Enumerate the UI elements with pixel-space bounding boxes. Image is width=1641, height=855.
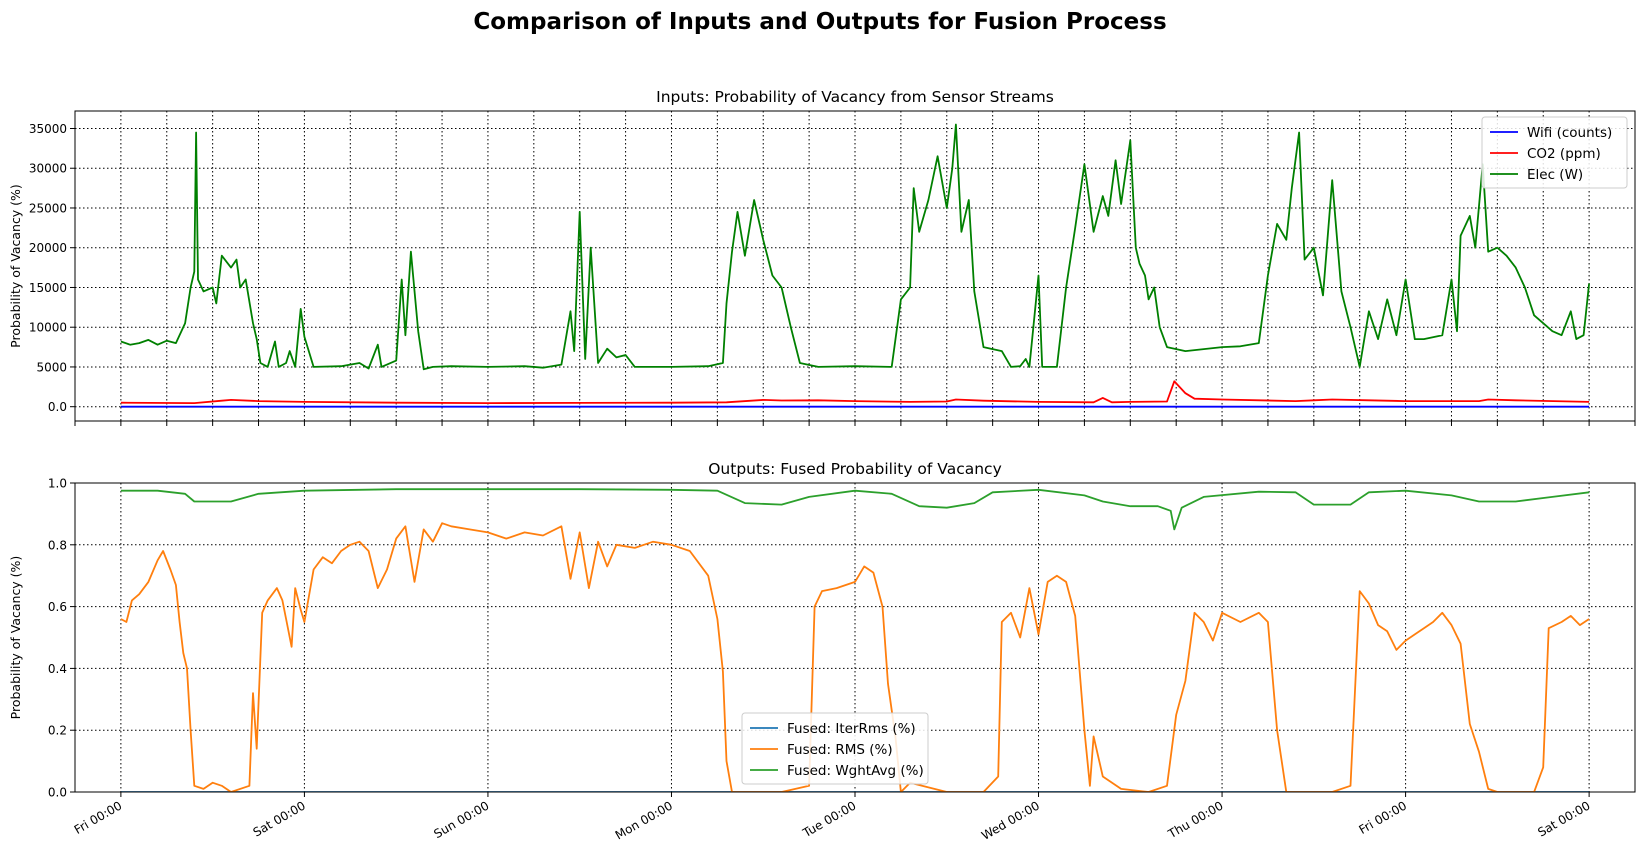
inputs-chart: Inputs: Probability of Vacancy from Sens… <box>8 88 1636 426</box>
y-axis-label: Probability of Vacancy (%) <box>8 556 23 720</box>
legend-label: Fused: WghtAvg (%) <box>787 763 924 779</box>
legend-label: Elec (W) <box>1527 167 1583 183</box>
y-tick-label: 15000 <box>29 281 67 295</box>
y-tick-label: 1.0 <box>48 477 67 491</box>
x-tick-label: Thu 00:00 <box>1165 798 1226 841</box>
series-line-elec-w <box>120 123 1590 371</box>
figure-suptitle: Comparison of Inputs and Outputs for Fus… <box>473 9 1166 35</box>
y-tick-label: 0.8 <box>48 538 67 552</box>
y-tick-label: 0.2 <box>48 724 67 738</box>
y-tick-label: 20000 <box>29 241 67 255</box>
legend-label: Fused: IterRms (%) <box>787 721 916 737</box>
legend-label: CO2 (ppm) <box>1527 146 1601 162</box>
x-tick-label: Sun 00:00 <box>431 798 491 841</box>
x-tick-label: Wed 00:00 <box>979 798 1042 842</box>
legend-box <box>1481 116 1628 189</box>
x-tick-label: Sat 00:00 <box>251 798 308 839</box>
legend-label: Fused: RMS (%) <box>787 742 893 758</box>
outputs-chart: Outputs: Fused Probability of Vacancy Pro… <box>8 460 1636 843</box>
legend-label: Wifi (counts) <box>1527 125 1612 141</box>
y-tick-label: 0.6 <box>48 600 67 614</box>
axes-frame <box>74 482 1636 793</box>
x-tick-label: Sat 00:00 <box>1535 798 1592 839</box>
x-tick-label: Fri 00:00 <box>1356 798 1409 836</box>
y-tick-label: 30000 <box>29 162 67 176</box>
axes-title: Outputs: Fused Probability of Vacancy <box>708 460 1002 478</box>
legend-box <box>741 712 929 785</box>
legend: Wifi (counts) CO2 (ppm) Elec (W) <box>1481 116 1628 189</box>
plot-area <box>120 123 1590 408</box>
x-tick-label: Tue 00:00 <box>800 798 859 840</box>
y-tick-label: 10000 <box>29 321 67 335</box>
legend: Fused: IterRms (%) Fused: RMS (%) Fused: W… <box>741 712 929 785</box>
y-tick-label: 25000 <box>29 201 67 215</box>
y-tick-label: 5000 <box>36 360 67 374</box>
series-line-fused-rms <box>120 522 1590 792</box>
x-tick-label: Fri 00:00 <box>72 798 125 836</box>
y-tick-label: 0.0 <box>48 400 67 414</box>
y-tick-label: 35000 <box>29 122 67 136</box>
y-tick-label: 0.0 <box>48 786 67 800</box>
series-line-fused-wghtavg <box>120 488 1590 531</box>
axes-frame <box>74 110 1636 422</box>
y-axis-label: Probability of Vacancy (%) <box>8 184 23 348</box>
series-line-co2-ppm <box>120 380 1590 404</box>
x-tick-label: Mon 00:00 <box>613 798 675 842</box>
axes-title: Inputs: Probability of Vacancy from Sens… <box>656 88 1054 106</box>
plot-area <box>120 488 1590 792</box>
y-tick-label: 0.4 <box>48 662 67 676</box>
